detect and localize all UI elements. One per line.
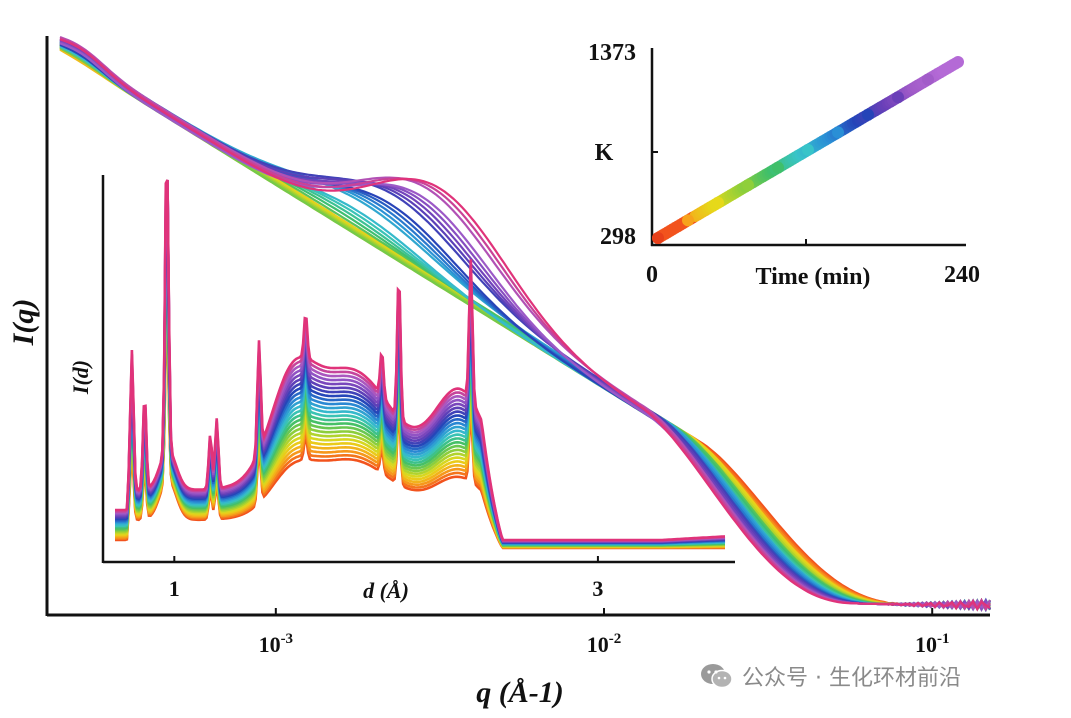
main-y-axis-title-text: I(q) bbox=[7, 299, 40, 347]
inset-t-x-tick-label-1: 0 bbox=[646, 262, 658, 288]
inset-d-x-tick-label-1: 1 bbox=[169, 576, 180, 601]
inset-t-series bbox=[652, 56, 964, 244]
inset-d-x-axis-title-text: d (Å) bbox=[363, 578, 409, 603]
temperature-point-11 bbox=[952, 56, 964, 68]
main-x-tick-label-1: 10-3 bbox=[259, 631, 294, 657]
inset-t-x-tick-label-2: 240 bbox=[944, 262, 980, 288]
temperature-point-8 bbox=[862, 108, 874, 121]
inset-d-y-axis-title: I(d) bbox=[68, 360, 93, 395]
inset-t-y-axis-title-text: K bbox=[595, 140, 614, 166]
inset-t-x-axis-title-text: Time (min) bbox=[756, 264, 871, 290]
temperature-inset: 298 1373 0 240 K Time (min) bbox=[588, 40, 980, 290]
watermark: 公众号 · 生化环材前沿 bbox=[700, 656, 961, 696]
saxs-curve-28 bbox=[59, 38, 991, 612]
temperature-point-9 bbox=[892, 91, 904, 104]
main-x-tick-label-2: 10-2 bbox=[587, 631, 622, 657]
inset-t-y-tick-label-1: 298 bbox=[600, 224, 636, 250]
inset-t-y-axis-title: K bbox=[595, 140, 614, 166]
temperature-point-5 bbox=[772, 161, 784, 174]
temperature-point-2 bbox=[682, 214, 694, 227]
inset-t-x-axis-title: Time (min) bbox=[756, 264, 871, 290]
inset-d-curves bbox=[115, 179, 726, 550]
temperature-point-3 bbox=[712, 196, 724, 209]
inset-d-y-axis-title-text: I(d) bbox=[68, 360, 93, 395]
temperature-point-10 bbox=[922, 73, 934, 86]
main-x-ticks: 10-3 10-2 10-1 bbox=[259, 608, 950, 657]
main-chart: 10-3 10-2 10-1 I(q) q (Å-1) bbox=[7, 35, 992, 709]
wechat-icon bbox=[701, 664, 733, 689]
diffraction-curve-24 bbox=[115, 179, 726, 542]
inset-t-ticks: 298 1373 0 240 bbox=[588, 40, 980, 288]
temperature-point-4 bbox=[742, 179, 754, 192]
main-x-axis-title: q (Å-1) bbox=[476, 676, 563, 709]
watermark-text: 公众号 · 生化环材前沿 bbox=[742, 666, 961, 691]
main-x-axis-title-text: q (Å-1) bbox=[476, 676, 563, 709]
inset-d-x-axis-title: d (Å) bbox=[363, 578, 409, 603]
temperature-point-1 bbox=[652, 232, 664, 244]
main-x-tick-label-3: 10-1 bbox=[915, 631, 950, 657]
inset-t-y-tick-label-2: 1373 bbox=[588, 40, 636, 66]
temperature-point-6 bbox=[802, 143, 814, 156]
main-y-axis-title: I(q) bbox=[7, 299, 40, 347]
inset-d-x-tick-label-2: 3 bbox=[592, 576, 603, 601]
main-curves bbox=[59, 35, 992, 613]
temperature-point-7 bbox=[832, 126, 844, 139]
